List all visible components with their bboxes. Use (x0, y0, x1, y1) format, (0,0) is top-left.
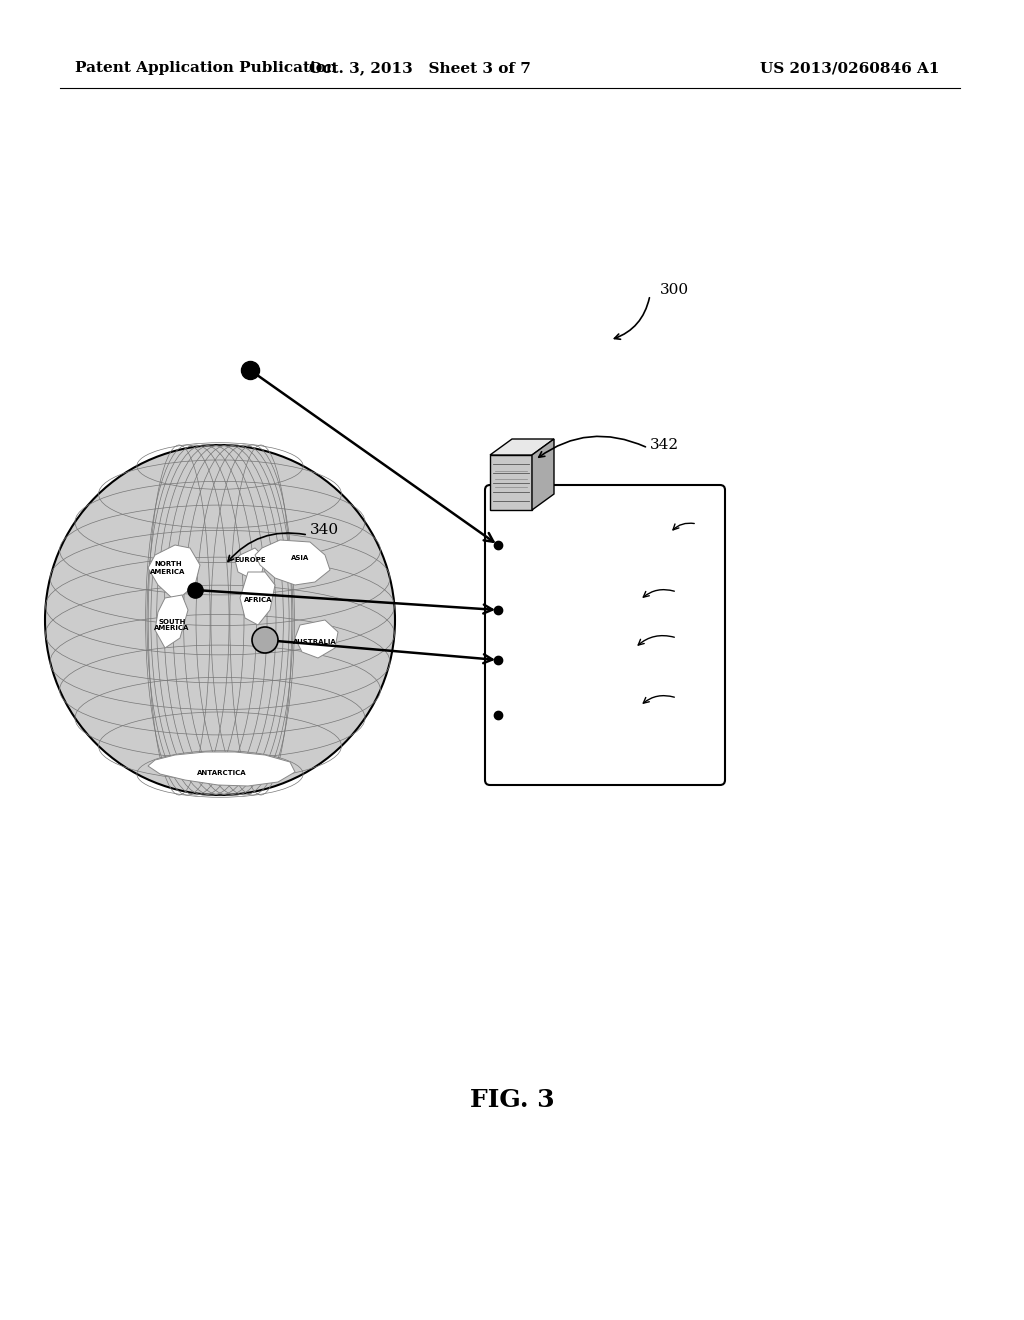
Polygon shape (532, 440, 554, 510)
Text: 344: 344 (700, 513, 726, 527)
Text: 342: 342 (650, 438, 679, 451)
Polygon shape (148, 545, 200, 598)
Text: 340: 340 (310, 523, 339, 537)
FancyBboxPatch shape (485, 484, 725, 785)
Text: 348: 348 (680, 628, 707, 642)
Circle shape (252, 627, 278, 653)
Polygon shape (240, 572, 275, 624)
Text: 346: 346 (680, 583, 707, 597)
Text: FIG. 3: FIG. 3 (470, 1088, 554, 1111)
Text: AUSTRALIA: AUSTRALIA (293, 639, 337, 645)
Polygon shape (295, 620, 338, 657)
Text: SOUTH
AMERICA: SOUTH AMERICA (155, 619, 189, 631)
Text: Patent Application Publication: Patent Application Publication (75, 61, 337, 75)
Text: IMAGINARY
COORDINATE
INDICATOR: IMAGINARY COORDINATE INDICATOR (520, 689, 622, 741)
Text: EUROPE: EUROPE (234, 557, 266, 564)
Text: 300: 300 (660, 282, 689, 297)
Polygon shape (155, 595, 188, 648)
Polygon shape (234, 548, 265, 578)
Text: US 2013/0260846 A1: US 2013/0260846 A1 (760, 61, 939, 75)
Circle shape (45, 445, 395, 795)
Text: SURFACE
COORDINATES: SURFACE COORDINATES (520, 594, 632, 626)
Polygon shape (148, 752, 295, 785)
FancyBboxPatch shape (490, 455, 532, 510)
Text: Oct. 3, 2013   Sheet 3 of 7: Oct. 3, 2013 Sheet 3 of 7 (309, 61, 530, 75)
Text: NORTH
AMERICA: NORTH AMERICA (151, 561, 185, 574)
Text: AFRICA: AFRICA (244, 597, 272, 603)
Polygon shape (490, 440, 554, 455)
Text: 350: 350 (680, 688, 707, 702)
Text: LOW ALTITUDE
COORDINATES: LOW ALTITUDE COORDINATES (520, 644, 635, 676)
Text: ANTARCTICA: ANTARCTICA (198, 770, 247, 776)
Text: ASIA: ASIA (291, 554, 309, 561)
Text: HIGH ALTITUDE
COORDINATES: HIGH ALTITUDE COORDINATES (520, 529, 639, 561)
Polygon shape (255, 540, 330, 585)
